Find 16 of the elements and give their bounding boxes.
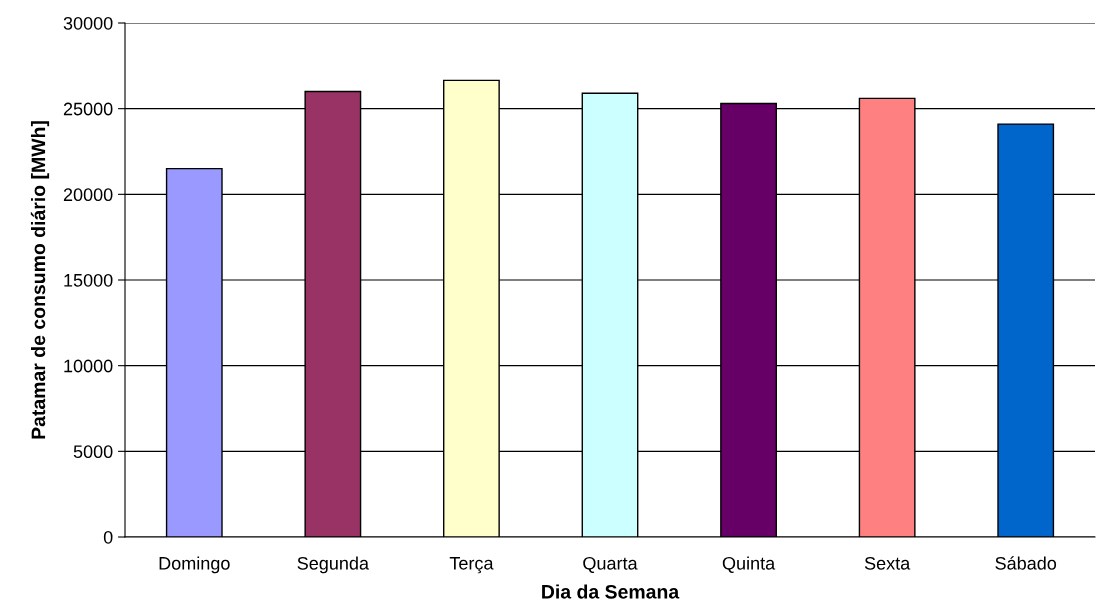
x-axis-title: Dia da Semana	[542, 584, 680, 599]
y-axis-title: Patamar de consumo diário [MWh]	[30, 121, 50, 439]
x-tick-label: Domingo	[159, 556, 230, 574]
x-tick-label: Segunda	[297, 556, 370, 574]
y-tick-label: 10000	[64, 359, 113, 373]
x-tick-label: Sexta	[864, 556, 911, 570]
x-tick-label: Quarta	[583, 556, 638, 573]
y-tick-label: 5000	[73, 445, 113, 459]
y-tick-label: 15000	[64, 273, 113, 287]
x-tick-label: Sábado	[995, 556, 1057, 570]
y-tick-label: 20000	[63, 188, 113, 202]
y-tick-label: 30000	[63, 16, 113, 30]
y-tick-label: 0	[103, 530, 113, 544]
x-tick-label: Quinta	[722, 556, 776, 573]
x-tick-label: Terça	[449, 557, 494, 574]
y-tick-label: 25000	[63, 102, 113, 116]
